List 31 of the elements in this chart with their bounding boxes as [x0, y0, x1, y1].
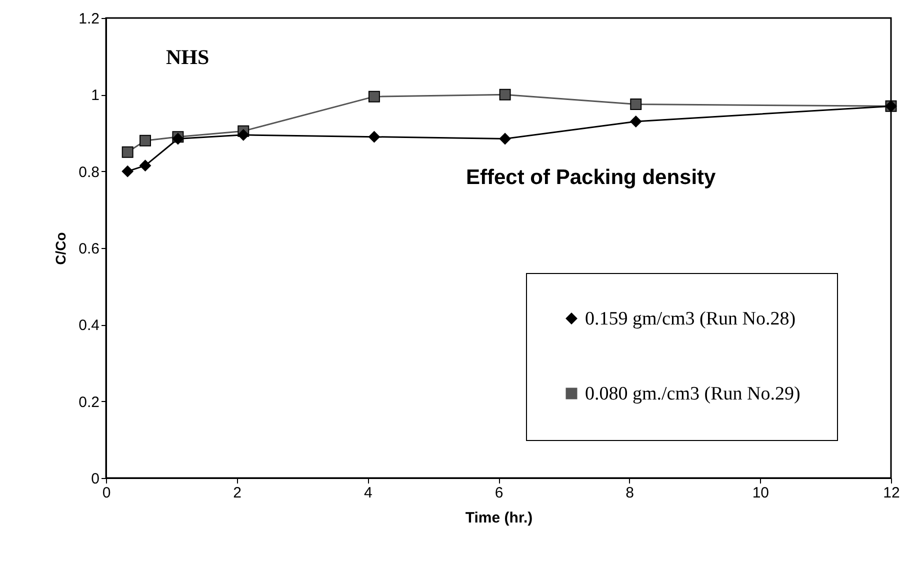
- y-tick-label: 1.2: [78, 10, 100, 28]
- point: [122, 146, 134, 158]
- point: [499, 133, 511, 144]
- point: [140, 134, 151, 146]
- legend-label: 0.080 gm./cm3 (Run No.29): [585, 384, 800, 404]
- annotation: NHS: [166, 45, 210, 69]
- point: [499, 88, 511, 100]
- y-axis-title: C/Co: [52, 232, 69, 265]
- x-tick-label: 12: [883, 484, 900, 502]
- x-tick-label: 10: [752, 484, 770, 502]
- y-tick-label: 0.8: [78, 164, 100, 181]
- point: [368, 131, 380, 143]
- point: [368, 90, 380, 102]
- y-tick-label: 0.4: [78, 317, 100, 334]
- point: [122, 166, 134, 178]
- x-tick-label: 8: [626, 484, 634, 502]
- x-tick-label: 6: [494, 484, 504, 502]
- point: [630, 98, 642, 110]
- x-tick-label: 4: [364, 484, 372, 502]
- legend-label: 0.159 gm/cm3 (Run No.28): [585, 308, 796, 330]
- x-axis-title: Time (hr.): [465, 510, 533, 526]
- x-tick-label: 0: [102, 484, 111, 502]
- point: [238, 129, 250, 141]
- x-tick-label: 2: [233, 484, 242, 502]
- point: [140, 160, 151, 172]
- annotation: Effect of Packing density: [466, 166, 716, 189]
- y-tick-label: 0.6: [78, 240, 100, 258]
- y-tick-label: 0: [91, 470, 100, 488]
- y-tick-label: 1: [91, 87, 100, 104]
- point: [630, 116, 642, 128]
- y-tick-label: 0.2: [78, 394, 100, 411]
